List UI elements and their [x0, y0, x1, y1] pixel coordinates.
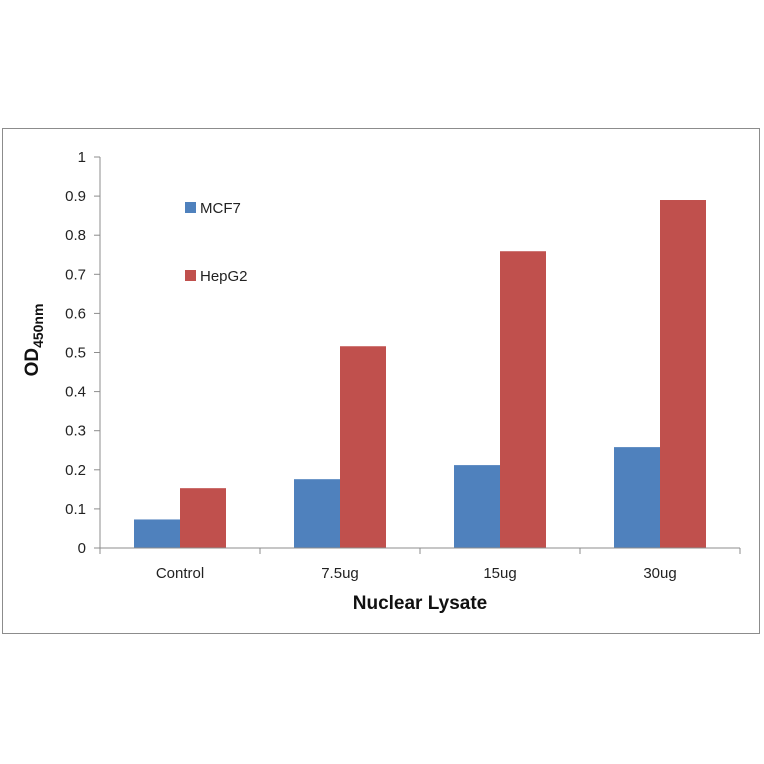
y-ticks: 0 0.1 0.2 0.3 0.4 0.5 0.6 0.7 0.8 0.9 1 [65, 149, 100, 557]
y-axis-title-subscript: 450nm [30, 304, 46, 348]
y-tick-label: 0 [78, 540, 86, 557]
y-tick-label: 0.2 [65, 462, 86, 479]
y-tick-label: 0.9 [65, 188, 86, 205]
bar-mcf7-30ug [614, 447, 660, 548]
bar-hepg2-15ug [500, 251, 546, 548]
x-tick-label: 15ug [483, 565, 516, 582]
bar-hepg2-30ug [660, 200, 706, 548]
y-tick-label: 0.8 [65, 227, 86, 244]
bars-layer [134, 200, 706, 548]
legend: MCF7 HepG2 [185, 200, 248, 285]
legend-swatch-hepg2 [185, 270, 196, 281]
x-ticks: Control 7.5ug 15ug 30ug [99, 548, 741, 582]
x-tick-label: Control [156, 565, 204, 582]
y-tick-label: 0.7 [65, 266, 86, 283]
y-axis-title: OD450nm [22, 304, 46, 377]
legend-label-hepg2: HepG2 [200, 268, 248, 285]
x-axis-title: Nuclear Lysate [353, 593, 487, 614]
y-tick-label: 0.5 [65, 345, 86, 362]
bar-mcf7-15ug [454, 465, 500, 548]
y-tick-label: 0.1 [65, 501, 86, 518]
y-tick-label: 0.6 [65, 305, 86, 322]
y-tick-label: 1 [78, 149, 86, 166]
x-tick-label: 7.5ug [321, 565, 359, 582]
x-tick-label: 30ug [643, 565, 676, 582]
y-axis-title-main: OD [22, 348, 43, 377]
bar-mcf7-control [134, 519, 180, 548]
bar-mcf7-75ug [294, 479, 340, 548]
y-tick-label: 0.3 [65, 423, 86, 440]
bar-hepg2-control [180, 488, 226, 548]
legend-swatch-mcf7 [185, 202, 196, 213]
legend-label-mcf7: MCF7 [200, 200, 241, 217]
y-tick-label: 0.4 [65, 384, 86, 401]
bar-hepg2-75ug [340, 346, 386, 548]
